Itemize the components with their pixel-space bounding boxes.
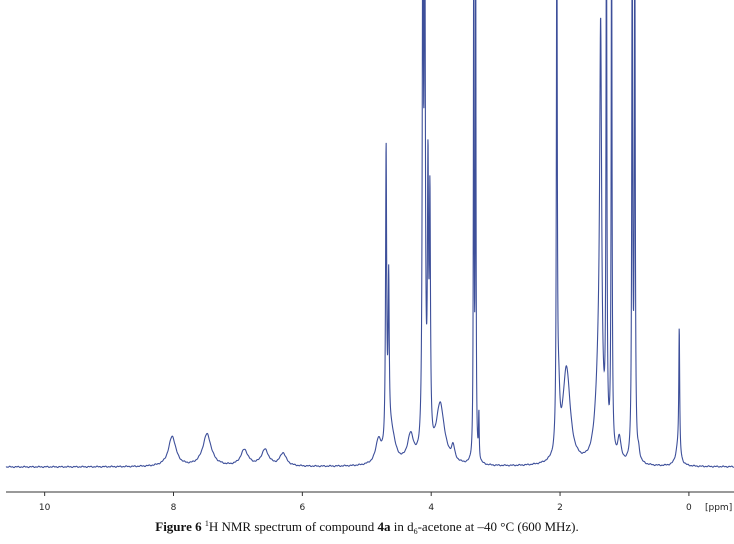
nmr-plot: 10 8 6 4 2 0 [ppm] bbox=[5, 0, 734, 513]
caption-number: 6 bbox=[195, 519, 202, 534]
caption-text-c: -acetone at –40 °C (600 MHz). bbox=[417, 519, 579, 534]
caption-text-a: H NMR spectrum of compound bbox=[208, 519, 378, 534]
caption-text-b: in d bbox=[390, 519, 414, 534]
x-tick-label: 2 bbox=[557, 503, 563, 513]
caption-label: Figure bbox=[155, 519, 192, 534]
caption-solvent-sub: 6 bbox=[413, 527, 418, 536]
x-tick-label: 0 bbox=[686, 503, 692, 513]
x-tick-label: 10 bbox=[39, 503, 51, 513]
spectrum-line bbox=[5, 0, 734, 469]
x-tick-label: 4 bbox=[428, 503, 434, 513]
x-tick-label: 6 bbox=[299, 503, 305, 513]
figure-caption: Figure 6 1H NMR spectrum of compound 4a … bbox=[0, 519, 734, 536]
x-tick-label: 8 bbox=[171, 503, 177, 513]
caption-nucleus: 1 bbox=[204, 519, 209, 528]
x-axis-label: [ppm] bbox=[705, 503, 732, 513]
caption-compound: 4a bbox=[377, 519, 391, 534]
